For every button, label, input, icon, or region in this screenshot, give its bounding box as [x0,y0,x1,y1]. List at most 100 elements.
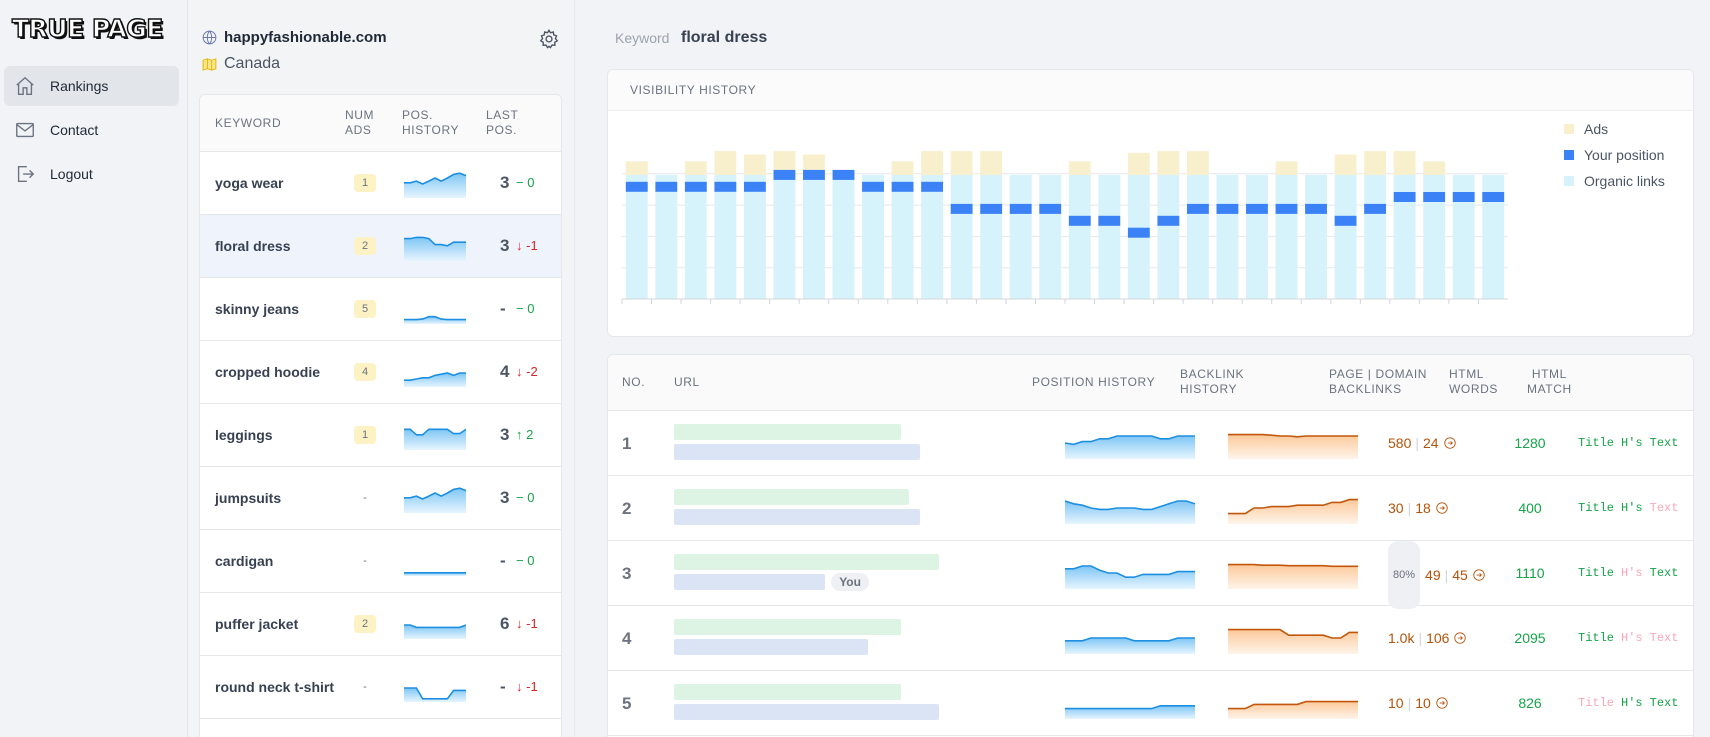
col-keyword[interactable]: KEYWORD [215,116,282,130]
position-history-sparkline [404,231,466,261]
keyword-row[interactable]: yoga wear 1 3 − 0 [200,152,561,215]
separator: | [1444,567,1449,583]
col-position-history[interactable]: POSITION HISTORY [1032,375,1156,389]
url-row[interactable]: 2 30 | 18 400 Title H's Text [608,476,1693,541]
keyword-label: Keyword [615,30,670,46]
url-row[interactable]: 1 580 | 24 1280 Title H's Text [608,411,1693,476]
col-no[interactable]: NO. [622,375,646,389]
url-link-placeholder[interactable] [674,639,869,655]
position-marker [862,181,884,192]
backlink-counts[interactable]: 580 | 24 [1388,411,1457,475]
keyword-table: KEYWORD NUM ADS POS. HISTORY LAST POS. yoga… [199,94,562,737]
position-history-sparkline [1065,620,1195,654]
position-marker [684,181,707,192]
keyword-row[interactable]: cropped hoodie 4 4 ↓ -2 [200,341,561,404]
position-marker [1305,203,1327,214]
url-title-placeholder[interactable] [674,554,939,570]
position-delta: − 0 [516,152,534,214]
url-link-placeholder[interactable] [674,704,939,720]
delta-arrow-icon: ↓ [516,238,523,253]
match-text: Text [1649,696,1679,710]
col-last-pos-line2: POS. [486,123,518,137]
keyword-row[interactable]: floral dress 2 3 ↓ -1 [200,215,561,278]
col-backlink-history[interactable]: BACKLINK HISTORY [1180,367,1244,397]
map-icon [202,57,217,71]
keyword-row[interactable]: cardigan - - − 0 [200,530,561,593]
organic-bar [1452,174,1475,299]
domain-backlinks: 10 [1415,695,1431,711]
col-pos-history[interactable]: POS. HISTORY [402,108,459,138]
delta-value: 0 [527,175,535,190]
html-match: Title H's Text [1578,671,1685,735]
domain-backlinks: 45 [1452,567,1468,583]
separator: | [1418,630,1423,646]
organic-bar [1364,174,1387,299]
position-marker [714,181,737,192]
col-backlinks-line1: PAGE | DOMAIN [1329,367,1428,381]
col-html-words-line2: WORDS [1449,382,1498,396]
keyword-value: floral dress [681,29,768,46]
legend-label-organic: Organic links [1584,173,1665,189]
col-num-ads-line1: NUM [345,108,375,122]
url-row[interactable]: 4 1.0k | 106 2095 Title H's Text [608,606,1693,671]
col-last-pos[interactable]: LAST POS. [486,108,518,138]
position-history-sparkline [1065,685,1195,719]
settings-button[interactable] [538,28,560,50]
position-marker [921,181,944,192]
nav-item-rankings[interactable]: Rankings [4,66,179,106]
legend-organic: Organic links [1564,173,1665,189]
delta-value: 0 [527,301,535,316]
position-marker [1334,215,1357,226]
backlink-counts[interactable]: 80% 49 | 45 [1388,541,1486,609]
url-row[interactable]: 3 You 80% 49 | 45 1110 Title H's Text [608,541,1693,609]
keyword-row[interactable]: puffer jacket 2 6 ↓ -1 [200,593,561,656]
html-match: Title H's Text [1578,541,1685,605]
url-title-placeholder[interactable] [674,684,901,700]
legend-position: Your position [1564,147,1664,163]
page-backlinks: 580 [1388,435,1412,451]
col-num-ads[interactable]: NUM ADS [345,108,374,138]
organic-bar [980,174,1003,299]
url-title-placeholder[interactable] [674,489,909,505]
url-title-placeholder[interactable] [674,424,901,440]
match-title: Title [1578,696,1615,710]
position-marker [1127,227,1150,238]
match-title: Title [1578,436,1615,450]
gear-icon [539,28,559,49]
arrow-circle-icon [1443,437,1456,449]
col-url[interactable]: URL [674,375,700,389]
rank-number: 4 [622,629,632,648]
ads-bar [803,154,825,175]
keyword-row[interactable]: leggings 1 3 ↑ 2 [200,404,561,467]
globe-icon [202,30,217,45]
position-marker [773,169,796,180]
col-html-match[interactable]: HTML MATCH [1527,367,1572,397]
position-delta: − 0 [516,278,534,340]
nav-item-logout[interactable]: Logout [4,154,179,194]
backlink-counts[interactable]: 10 | 10 [1388,671,1449,735]
col-num-ads-line2: ADS [345,123,372,137]
ads-bar [1068,161,1091,175]
backlink-counts[interactable]: 1.0k | 106 [1388,606,1467,670]
legend-ads: Ads [1564,121,1608,137]
position-marker [1039,203,1062,214]
url-row[interactable]: 5 10 | 10 826 Title H's Text [608,671,1693,736]
organic-bar [655,174,678,299]
keyword-row[interactable]: jumpsuits - 3 − 0 [200,467,561,530]
keyword-row[interactable]: skinny jeans 5 - − 0 [200,278,561,341]
col-backlinks[interactable]: PAGE | DOMAIN BACKLINKS [1329,367,1427,397]
backlink-counts[interactable]: 30 | 18 [1388,476,1449,540]
legend-label-position: Your position [1584,147,1665,163]
url-title-placeholder[interactable] [674,619,901,635]
url-link-placeholder[interactable] [674,509,920,525]
url-link-placeholder[interactable] [674,444,920,460]
match-title: Title [1578,501,1615,515]
backlink-history-sparkline [1228,685,1358,719]
keyword-name: skinny jeans [215,301,300,317]
app-logo[interactable]: TRUE PAGE [11,13,164,43]
keyword-row[interactable]: round neck t-shirt - - ↓ -1 [200,656,561,719]
nav-item-contact[interactable]: Contact [4,110,179,150]
url-link-placeholder[interactable] [674,574,826,590]
col-html-words[interactable]: HTML WORDS [1449,367,1498,397]
delta-value: 0 [527,490,535,505]
